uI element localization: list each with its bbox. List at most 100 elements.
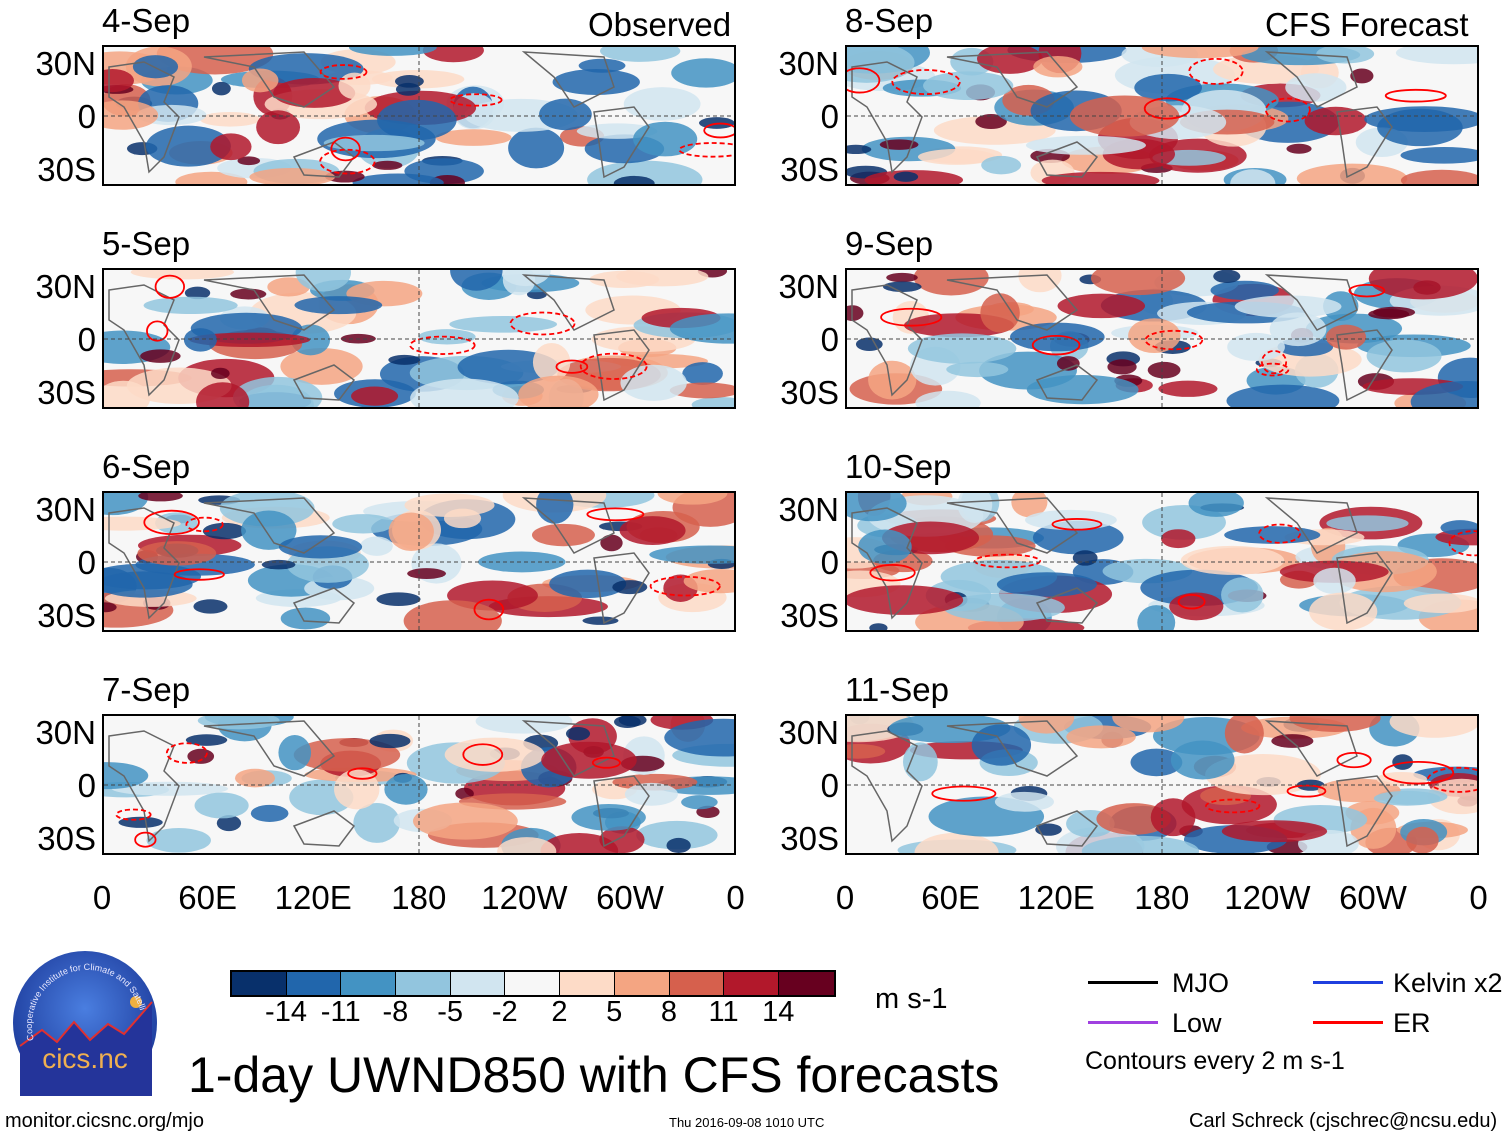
- er-contour: [1144, 329, 1204, 351]
- wind-anomaly-blob: [1227, 332, 1285, 362]
- map-panel: [102, 45, 736, 186]
- logo-text: cics.nc: [42, 1043, 128, 1074]
- wind-anomaly-blob: [353, 802, 400, 843]
- wind-anomaly-blob: [1316, 47, 1375, 64]
- wind-anomaly-blob: [907, 333, 1017, 364]
- wind-anomaly-blob: [1269, 312, 1327, 347]
- wind-anomaly-blob: [351, 386, 399, 406]
- wind-anomaly-blob: [1289, 716, 1381, 732]
- lon-tick-label: 120E: [274, 879, 352, 916]
- coastline: [1264, 497, 1358, 554]
- er-contour: [931, 785, 997, 802]
- wind-anomaly-blob: [879, 139, 919, 150]
- er-contour: [462, 743, 504, 766]
- wind-anomaly-blob: [571, 803, 646, 831]
- wind-anomaly-blob: [624, 782, 678, 806]
- wind-anomaly-blob: [847, 144, 872, 155]
- map-panel: [102, 714, 736, 855]
- wind-anomaly-blob: [196, 382, 250, 407]
- wind-anomaly-blob: [1141, 47, 1259, 59]
- wind-anomaly-blob: [996, 572, 1097, 597]
- lat-tick-label: 30S: [37, 597, 96, 634]
- wind-anomaly-blob: [847, 493, 907, 522]
- wind-anomaly-blob: [1057, 293, 1146, 319]
- lat-tick-label: 30N: [35, 491, 96, 528]
- wind-anomaly-blob: [410, 378, 519, 407]
- wind-anomaly-blob: [1147, 361, 1181, 379]
- coastline: [1336, 552, 1393, 625]
- legend-kelvin-line: [1313, 981, 1383, 984]
- wind-anomaly-blob: [478, 551, 566, 573]
- map-panel: [845, 491, 1479, 632]
- coastline: [1264, 51, 1358, 108]
- lon-tick-label: 120W: [1224, 879, 1311, 916]
- wind-anomaly-blob: [587, 160, 703, 184]
- er-contour: [880, 307, 943, 327]
- wind-anomaly-blob: [332, 514, 395, 534]
- wind-anomaly-blob: [118, 816, 163, 828]
- wind-anomaly-blob: [184, 286, 211, 300]
- wind-anomaly-blob: [1026, 375, 1139, 405]
- panel-date-label: 10-Sep: [845, 448, 952, 485]
- coastline: [292, 810, 356, 847]
- cics-logo: cics.nc Cooperative Institute for Climat…: [9, 942, 158, 1096]
- lat-tick-label: 0: [820, 98, 839, 135]
- wind-anomaly-blob: [199, 111, 261, 127]
- colorbar-bin: [341, 972, 397, 995]
- wind-anomaly-blob: [278, 735, 312, 771]
- wind-anomaly-blob: [1035, 823, 1062, 836]
- observed-header: Observed: [588, 6, 732, 43]
- wind-anomaly-blob: [531, 523, 595, 547]
- panel-date-label: 9-Sep: [845, 225, 934, 262]
- er-contour: [869, 564, 916, 582]
- lat-tick-label: 0: [820, 767, 839, 804]
- wind-anomaly-blob: [104, 380, 151, 407]
- wind-anomaly-blob: [1112, 716, 1185, 733]
- wind-anomaly-blob: [619, 516, 686, 545]
- contour-note: Contours every 2 m s-1: [1085, 1047, 1345, 1075]
- wind-anomaly-blob: [657, 493, 728, 505]
- wind-anomaly-blob: [376, 592, 421, 606]
- wind-anomaly-blob: [241, 68, 279, 93]
- legend-mjo-line: [1088, 981, 1158, 984]
- lat-tick-label: 30S: [780, 151, 839, 188]
- er-contour: [1051, 518, 1103, 531]
- wind-anomaly-blob: [256, 110, 301, 145]
- wind-anomaly-blob: [636, 820, 718, 850]
- lat-tick-label: 30S: [780, 374, 839, 411]
- colorbar-tick-label: -2: [491, 996, 518, 1028]
- wind-anomaly-blob: [508, 127, 565, 169]
- wind-anomaly-blob: [847, 744, 886, 759]
- lat-tick-label: 0: [820, 544, 839, 581]
- coastline: [1264, 274, 1358, 331]
- map-panel: [845, 45, 1479, 186]
- lon-tick-label: 60W: [1339, 879, 1407, 916]
- wind-anomaly-blob: [194, 792, 249, 819]
- coastline: [203, 274, 336, 331]
- wind-anomaly-blob: [1033, 55, 1083, 78]
- coastline: [946, 51, 1079, 108]
- er-contour: [1255, 362, 1290, 377]
- wind-anomaly-blob: [280, 348, 363, 385]
- wind-anomaly-blob: [230, 288, 267, 300]
- wind-anomaly-blob: [868, 360, 917, 400]
- wind-anomaly-blob: [633, 121, 698, 157]
- coastline: [108, 284, 180, 397]
- wind-anomaly-blob: [450, 270, 503, 291]
- er-contour: [154, 274, 185, 299]
- er-contour: [1448, 530, 1477, 557]
- wind-anomaly-blob: [104, 100, 159, 130]
- wind-anomaly-blob: [1161, 529, 1196, 549]
- coastline: [108, 507, 180, 620]
- footer-url[interactable]: monitor.cicsnc.org/mjo: [5, 1110, 204, 1132]
- wind-anomaly-blob: [855, 337, 883, 352]
- forecast-header: CFS Forecast: [1265, 6, 1469, 43]
- wind-anomaly-blob: [146, 828, 211, 853]
- wind-anomaly-blob: [360, 536, 393, 556]
- coastline: [851, 284, 923, 397]
- lon-tick-label: 60W: [596, 879, 664, 916]
- wind-anomaly-blob: [377, 99, 457, 141]
- wind-anomaly-blob: [1180, 545, 1285, 575]
- wind-anomaly-blob: [600, 534, 623, 552]
